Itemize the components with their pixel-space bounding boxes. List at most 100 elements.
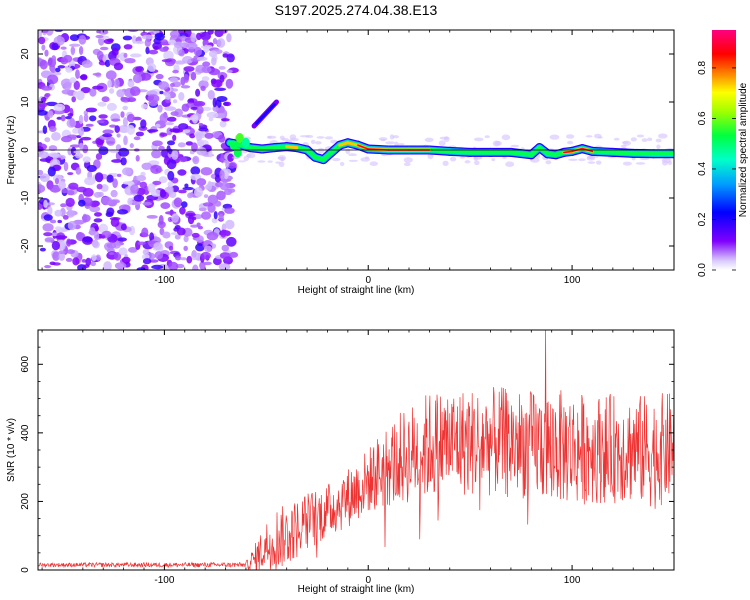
noise-blob	[54, 177, 60, 185]
noise-blob	[41, 85, 53, 91]
ridge-segment	[610, 150, 636, 156]
ridge-segment	[346, 141, 360, 147]
diagonal-streak-core	[254, 103, 276, 125]
noise-blob	[89, 115, 97, 122]
noise-blob	[76, 135, 82, 139]
colorbar-tick-label: 0.0	[697, 263, 708, 277]
noise-blob	[62, 215, 69, 220]
top-y-axis-label: Frequency (Hz)	[6, 116, 17, 185]
noise-blob	[135, 175, 147, 182]
colorbar-tick-label: 0.4	[697, 162, 708, 176]
noise-blob	[149, 259, 159, 263]
noise-blob	[227, 153, 234, 162]
noise-blob	[69, 34, 80, 42]
noise-blob	[158, 176, 168, 184]
haze-blob	[403, 162, 411, 167]
noise-blob	[111, 47, 119, 56]
ridge-segment	[590, 149, 616, 155]
noise-blob	[160, 202, 171, 210]
noise-blob	[80, 136, 92, 141]
noise-blob	[196, 132, 202, 143]
noise-blob	[96, 50, 104, 61]
noise-blob	[94, 172, 104, 183]
noise-blob	[55, 67, 61, 73]
haze-blob	[656, 144, 661, 150]
noise-blob	[159, 90, 164, 95]
noise-blob	[193, 46, 202, 57]
noise-blob	[167, 116, 177, 122]
haze-blob	[339, 161, 345, 167]
noise-blob	[114, 251, 122, 261]
noise-blob	[180, 257, 187, 261]
noise-blob	[133, 194, 145, 202]
noise-blob	[186, 42, 198, 50]
noise-blob	[97, 101, 107, 107]
noise-blob	[180, 85, 191, 89]
noise-blob	[187, 192, 193, 199]
noise-blob	[198, 80, 209, 89]
noise-blob	[42, 223, 54, 232]
noise-blob	[162, 231, 171, 239]
noise-blob	[82, 264, 90, 269]
noise-blob	[100, 196, 112, 206]
noise-blob	[122, 167, 132, 176]
noise-blob	[200, 251, 211, 260]
noise-blob	[102, 129, 114, 134]
bottom-y-axis-label: SNR (10 * v/v)	[6, 418, 17, 482]
noise-blob	[126, 113, 135, 123]
noise-blob	[44, 265, 52, 269]
noise-blob	[117, 237, 127, 242]
noise-blob	[38, 169, 44, 176]
haze-blob	[578, 158, 586, 162]
noise-blob	[182, 186, 194, 191]
noise-blob	[146, 129, 159, 133]
noise-blob	[169, 77, 179, 83]
noise-blob	[169, 128, 181, 133]
noise-blob	[67, 147, 73, 156]
noise-blob	[38, 184, 46, 194]
noise-blob	[50, 69, 56, 74]
noise-blob	[159, 47, 169, 52]
top-x-tick-label: 100	[564, 275, 581, 286]
noise-blob	[39, 173, 50, 183]
noise-blob	[153, 242, 162, 251]
noise-blob	[94, 225, 99, 232]
noise-blob	[201, 66, 212, 74]
noise-blob	[65, 67, 73, 73]
noise-blob	[84, 177, 96, 186]
noise-blob	[177, 142, 186, 148]
noise-blob	[190, 114, 199, 121]
noise-blob	[96, 183, 103, 190]
noise-blob	[113, 62, 124, 71]
noise-blob	[178, 123, 189, 130]
noise-blob	[226, 33, 232, 43]
noise-blob	[91, 254, 97, 262]
colorbar-tick-label: 0.8	[697, 61, 708, 75]
haze-blob	[392, 135, 399, 139]
noise-blob	[67, 172, 74, 176]
noise-blob	[170, 232, 180, 236]
noise-blob	[221, 244, 230, 252]
noise-blob	[73, 150, 81, 154]
noise-blob	[196, 106, 204, 115]
noise-blob	[198, 207, 207, 212]
noise-blob	[73, 80, 81, 91]
noise-blob	[112, 178, 118, 189]
noise-blob	[51, 42, 59, 51]
noise-blob	[47, 74, 59, 85]
noise-blob	[226, 236, 237, 247]
haze-blob	[636, 134, 645, 138]
noise-blob	[221, 118, 230, 122]
noise-blob	[141, 162, 153, 170]
haze-blob	[289, 137, 299, 142]
haze-blob	[348, 153, 357, 157]
noise-blob	[47, 166, 56, 177]
noise-blob	[224, 207, 235, 214]
top-y-tick-label: -20	[20, 238, 31, 253]
ridge-segment	[447, 149, 473, 155]
noise-blob	[141, 227, 149, 238]
noise-blob	[75, 167, 82, 175]
snr-plot-area	[38, 330, 674, 570]
noise-blob	[196, 146, 207, 156]
noise-blob	[104, 242, 115, 251]
